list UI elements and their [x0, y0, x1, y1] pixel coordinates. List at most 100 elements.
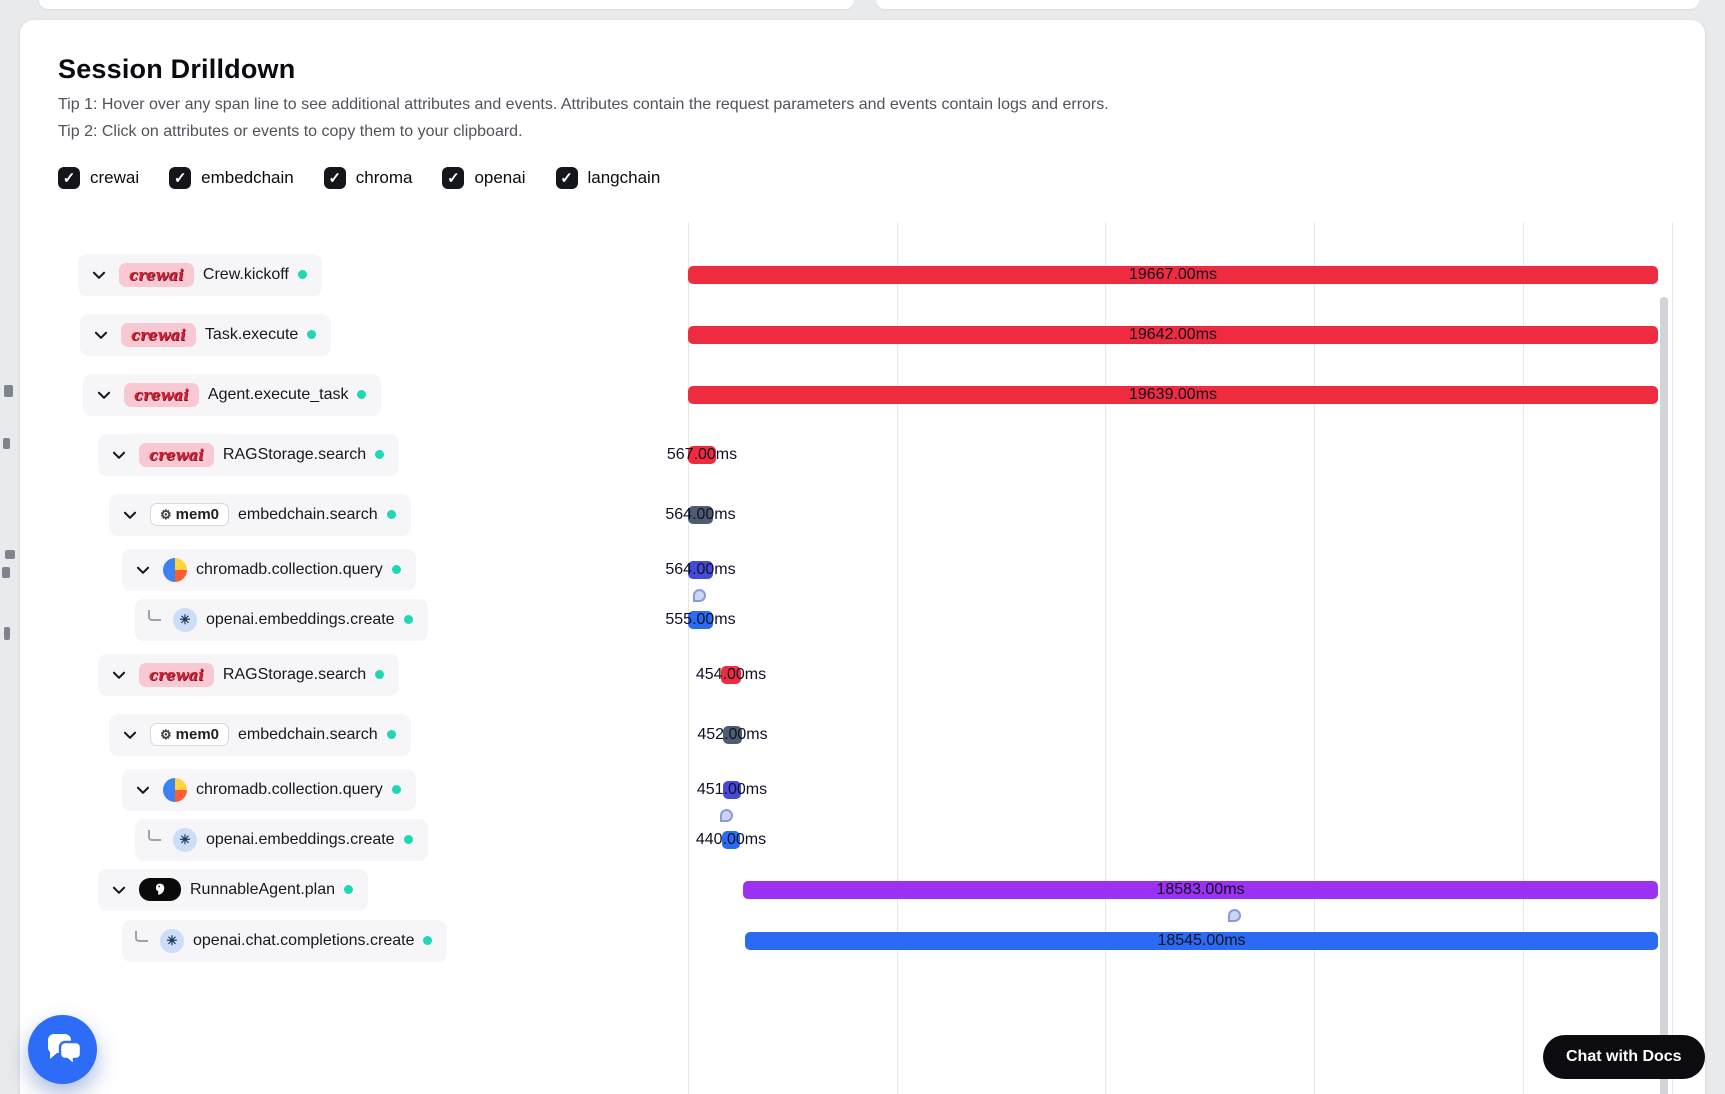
- span-bar[interactable]: [723, 780, 741, 799]
- status-dot: [375, 450, 385, 459]
- span-duration: 564.00ms: [665, 560, 736, 578]
- span-bar[interactable]: [721, 665, 741, 684]
- span-duration: 454.00ms: [695, 665, 767, 683]
- chevron-down-icon[interactable]: [108, 666, 130, 684]
- chat-bubbles-icon: [44, 1033, 82, 1067]
- span-bar[interactable]: [688, 265, 1658, 284]
- crewai-logo-badge: crewai: [121, 322, 196, 347]
- crewai-logo-badge: crewai: [124, 382, 199, 407]
- chevron-down-icon[interactable]: [132, 781, 154, 799]
- filter-chroma[interactable]: ✓ chroma: [323, 167, 412, 189]
- crewai-logo-badge: crewai: [139, 442, 214, 467]
- filter-openai[interactable]: ✓ openai: [442, 167, 526, 189]
- checkbox-checked-icon[interactable]: ✓: [442, 167, 465, 189]
- chevron-down-icon[interactable]: [108, 446, 130, 464]
- span-bar[interactable]: [688, 325, 1658, 344]
- openai-icon: ✳: [173, 607, 197, 632]
- trace-row: chromadb.collection.query 564.00ms: [20, 544, 1685, 595]
- span-label[interactable]: chromadb.collection.query: [122, 548, 416, 591]
- session-drilldown-panel: Session Drilldown Tip 1: Hover over any …: [20, 20, 1705, 1094]
- status-dot: [423, 936, 433, 945]
- timeline-lane: 451.00ms: [688, 764, 1673, 815]
- trace-row: crewai Agent.execute_task 19639.00ms: [20, 365, 1685, 424]
- span-label[interactable]: crewai Agent.execute_task: [83, 373, 382, 416]
- span-bar[interactable]: [688, 610, 713, 629]
- chevron-down-icon[interactable]: [93, 386, 115, 404]
- timeline-lane: 564.00ms: [665, 544, 1673, 595]
- span-label[interactable]: crewai Task.execute: [80, 313, 332, 356]
- chevron-down-icon[interactable]: [119, 726, 141, 744]
- timeline-lane: 18583.00ms: [688, 864, 1673, 915]
- span-label[interactable]: crewai RAGStorage.search: [98, 653, 400, 696]
- span-name: Task.execute: [204, 325, 299, 343]
- span-name: openai.embeddings.create: [206, 610, 395, 628]
- span-duration: 564.00ms: [665, 505, 736, 523]
- span-bar[interactable]: [688, 560, 713, 579]
- trace-row: crewai RAGStorage.search 454.00ms: [20, 644, 1685, 705]
- top-card-partial-right: [876, 0, 1699, 9]
- checkbox-checked-icon[interactable]: ✓: [555, 167, 578, 189]
- timeline-lane: 19642.00ms: [688, 304, 1673, 365]
- chevron-down-icon[interactable]: [132, 561, 154, 579]
- span-label[interactable]: RunnableAgent.plan: [98, 868, 369, 911]
- timeline-lane: 440.00ms: [688, 809, 1673, 864]
- elbow-connector-icon: [135, 930, 148, 942]
- span-bar[interactable]: [688, 445, 716, 464]
- event-bubble-icon[interactable]: [1228, 909, 1241, 922]
- span-label[interactable]: ✳ openai.embeddings.create: [135, 818, 428, 861]
- chat-widget-launcher[interactable]: [28, 1015, 97, 1084]
- event-bubble-icon[interactable]: [720, 809, 733, 822]
- span-name: RAGStorage.search: [222, 665, 367, 683]
- span-bar[interactable]: [722, 830, 740, 849]
- elbow-connector-icon: [148, 609, 161, 621]
- span-name: embedchain.search: [238, 505, 378, 523]
- chevron-down-icon[interactable]: [119, 506, 141, 524]
- langchain-parrot-icon: [139, 878, 181, 901]
- span-label[interactable]: ⚙ mem0 embedchain.search: [109, 713, 411, 756]
- trace-row: crewai RAGStorage.search 567.00ms: [20, 424, 1685, 485]
- span-name: chromadb.collection.query: [196, 780, 383, 798]
- checkbox-checked-icon[interactable]: ✓: [58, 167, 80, 189]
- status-dot: [391, 565, 401, 574]
- trace-scrollbar-thumb[interactable]: [1660, 297, 1668, 1094]
- span-name: openai.embeddings.create: [206, 830, 395, 848]
- filter-embedchain[interactable]: ✓ embedchain: [169, 167, 294, 189]
- chevron-down-icon[interactable]: [90, 326, 112, 344]
- event-bubble-icon[interactable]: [693, 589, 706, 602]
- chevron-down-icon[interactable]: [108, 881, 130, 899]
- timeline-lane: 567.00ms: [667, 424, 1673, 485]
- span-name: RunnableAgent.plan: [190, 880, 336, 898]
- span-duration: 451.00ms: [696, 780, 768, 798]
- tip-2: Tip 2: Click on attributes or events to …: [58, 123, 523, 140]
- span-bar[interactable]: [688, 385, 1658, 404]
- span-label[interactable]: chromadb.collection.query: [122, 768, 416, 811]
- span-label[interactable]: crewai RAGStorage.search: [98, 433, 400, 476]
- chevron-down-icon[interactable]: [88, 266, 110, 284]
- span-bar[interactable]: [723, 725, 742, 744]
- trace-row: ⚙ mem0 embedchain.search 452.00ms: [20, 705, 1685, 764]
- span-duration: 19667.00ms: [1128, 265, 1218, 283]
- span-bar[interactable]: [745, 931, 1658, 950]
- mem0-logo-badge: ⚙ mem0: [150, 503, 230, 526]
- filter-label: embedchain: [201, 168, 294, 187]
- checkbox-checked-icon[interactable]: ✓: [169, 167, 192, 189]
- status-dot: [297, 270, 307, 279]
- filter-langchain[interactable]: ✓ langchain: [555, 167, 660, 189]
- filter-label: crewai: [90, 168, 140, 187]
- span-label[interactable]: ⚙ mem0 embedchain.search: [109, 493, 411, 536]
- span-duration: 19642.00ms: [1128, 325, 1218, 343]
- span-bar[interactable]: [743, 880, 1658, 899]
- span-label[interactable]: crewai Crew.kickoff: [78, 253, 322, 296]
- chat-with-docs-button[interactable]: Chat with Docs: [1543, 1035, 1705, 1079]
- status-dot: [386, 510, 396, 519]
- filter-crewai[interactable]: ✓ crewai: [58, 167, 139, 189]
- timeline-lane: 454.00ms: [688, 644, 1673, 705]
- trace-row: ✳ openai.embeddings.create 555.00ms: [20, 589, 1685, 644]
- span-duration: 18545.00ms: [1157, 931, 1246, 949]
- span-bar[interactable]: [688, 505, 713, 524]
- span-label[interactable]: ✳ openai.embeddings.create: [135, 598, 428, 641]
- span-label[interactable]: ✳ openai.chat.completions.create: [122, 919, 448, 962]
- span-name: Crew.kickoff: [202, 265, 289, 283]
- mem0-gear-icon: ⚙: [160, 726, 172, 742]
- checkbox-checked-icon[interactable]: ✓: [323, 167, 346, 189]
